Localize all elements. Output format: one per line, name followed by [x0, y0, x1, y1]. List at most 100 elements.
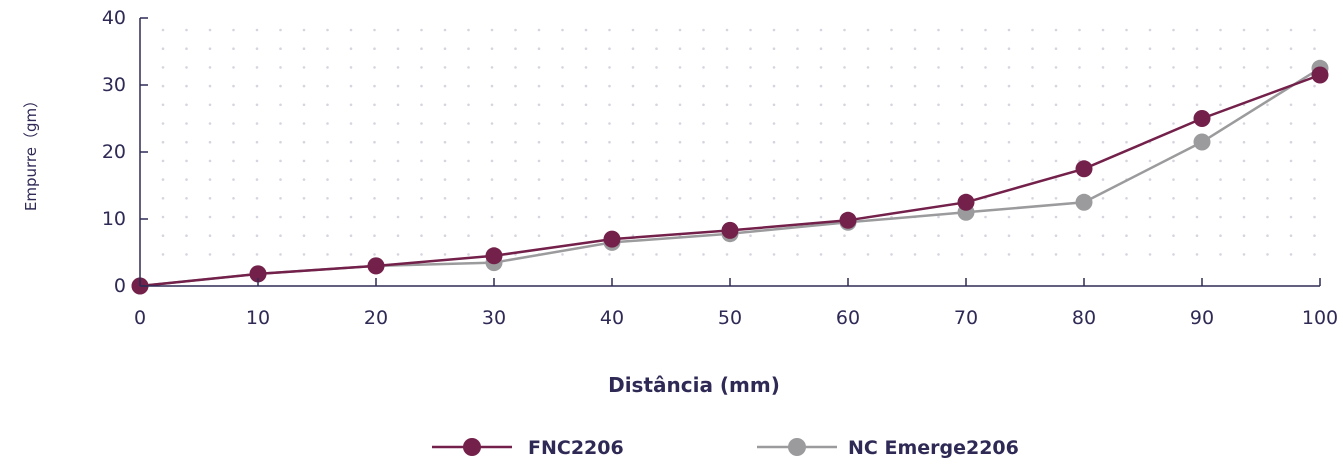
grid-dot [702, 28, 705, 32]
grid-dot [467, 84, 470, 88]
grid-dot [1313, 253, 1316, 256]
grid-dot [349, 66, 353, 69]
grid-dot [960, 140, 964, 144]
data-point-fnc2206 [721, 221, 739, 239]
grid-dot [396, 234, 400, 237]
grid-dot [1266, 103, 1269, 107]
grid-dot [819, 140, 823, 144]
grid-dot [255, 47, 259, 50]
grid-dot [725, 253, 729, 256]
grid-dot [467, 234, 470, 237]
grid-dot [1007, 215, 1011, 219]
x-axis-label: Distância (mm) [608, 373, 780, 397]
grid-dot [420, 122, 423, 125]
grid-dot [960, 103, 964, 107]
grid-dot [1078, 178, 1081, 181]
grid-dot [490, 84, 494, 88]
grid-dot [161, 197, 165, 200]
grid-dot [890, 178, 893, 181]
grid-dot [655, 159, 658, 163]
legend: FNC2206 NC Emerge2206 [432, 437, 1019, 459]
grid-dot [561, 84, 564, 88]
grid-dot [561, 140, 564, 144]
grid-dot [796, 47, 799, 50]
grid-dot [1148, 159, 1152, 163]
grid-dot [1148, 122, 1152, 125]
grid-dot [1219, 159, 1222, 163]
grid-dot [373, 253, 376, 256]
grid-dot [232, 84, 235, 88]
grid-dot [232, 47, 235, 50]
grid-dot [302, 178, 306, 181]
grid-dot [725, 28, 729, 32]
grid-dot [396, 66, 400, 69]
data-point-nc-emerge2206 [1075, 193, 1093, 211]
grid-dot [1289, 253, 1293, 256]
grid-dot [1054, 140, 1058, 144]
grid-dot [1007, 47, 1011, 50]
grid-dot [913, 28, 917, 32]
grid-dot [279, 197, 282, 200]
grid-dot [514, 140, 517, 144]
grid-dot [937, 84, 940, 88]
grid-dot [1195, 197, 1199, 200]
grid-dot [1125, 159, 1128, 163]
grid-dot [279, 159, 282, 163]
grid-dot [232, 66, 235, 69]
grid-dot [913, 66, 917, 69]
x-tick-label: 0 [134, 307, 146, 329]
grid-dot [514, 234, 517, 237]
grid-dot [749, 197, 752, 200]
grid-dot [185, 253, 188, 256]
grid-dot [584, 103, 588, 107]
grid-dot [749, 47, 752, 50]
data-point-fnc2206 [1193, 110, 1211, 127]
grid-dot [161, 253, 165, 256]
grid-dot [302, 84, 306, 88]
grid-dot [819, 197, 823, 200]
grid-dot [279, 215, 282, 219]
grid-dot [420, 103, 423, 107]
grid-dot [608, 253, 611, 256]
grid-dot [890, 103, 893, 107]
grid-dot [373, 122, 376, 125]
grid-dot [1101, 47, 1105, 50]
grid-dot [866, 178, 870, 181]
grid-dot [819, 215, 823, 219]
grid-dot [584, 140, 588, 144]
grid-dot [467, 103, 470, 107]
grid-dot [819, 178, 823, 181]
x-tick-label: 10 [246, 307, 270, 329]
grid-dot [443, 47, 447, 50]
grid-dot [608, 66, 611, 69]
grid-dot [960, 47, 964, 50]
grid-dot [655, 47, 658, 50]
grid-dot [725, 140, 729, 144]
grid-dot [561, 234, 564, 237]
grid-dot [185, 66, 188, 69]
grid-dot [960, 253, 964, 256]
grid-dot [937, 47, 940, 50]
grid-dot [349, 197, 353, 200]
grid-dot [1125, 66, 1128, 69]
grid-dot [584, 122, 588, 125]
grid-dot [537, 122, 541, 125]
grid-dot [255, 103, 259, 107]
grid-dot [1172, 140, 1175, 144]
grid-dot [866, 47, 870, 50]
grid-dot [584, 66, 588, 69]
grid-dot [1054, 234, 1058, 237]
grid-dot [279, 122, 282, 125]
grid-dot [420, 140, 423, 144]
grid-dot [866, 140, 870, 144]
legend-item-fnc2206: FNC2206 [432, 437, 624, 459]
grid-dot [1289, 28, 1293, 32]
x-tick-label: 80 [1072, 307, 1096, 329]
grid-dot [913, 122, 917, 125]
grid-dot [1242, 66, 1246, 69]
grid-dot [725, 84, 729, 88]
grid-dot [514, 159, 517, 163]
grid-dot [255, 234, 259, 237]
grid-dot [1172, 253, 1175, 256]
grid-dot [443, 197, 447, 200]
